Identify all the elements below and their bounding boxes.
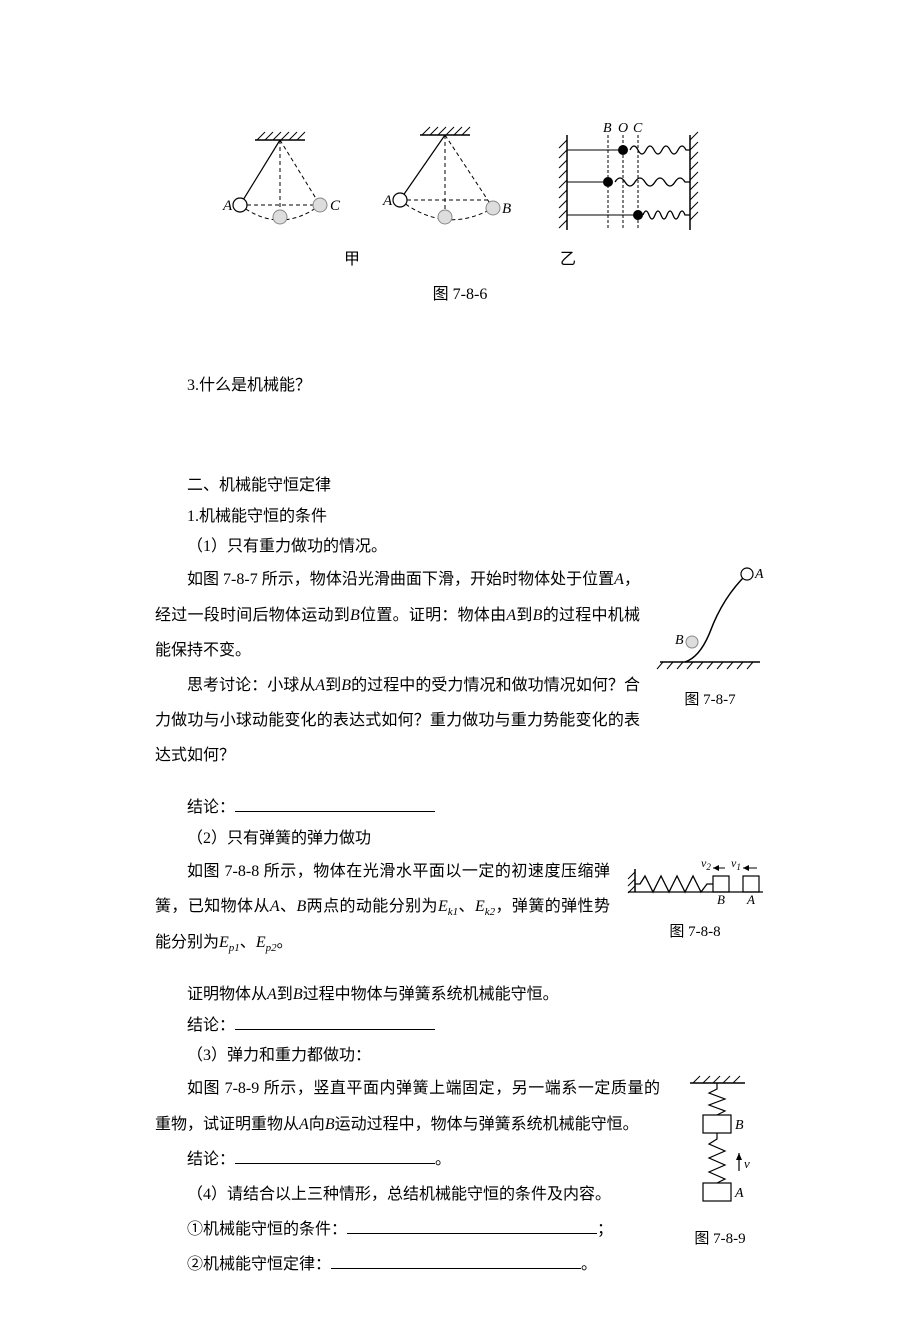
i3c: 运动过程中，物体与弹簧系统机械能守恒。	[335, 1116, 639, 1133]
pendulum1-a-label: A	[222, 198, 233, 214]
blank-5	[331, 1252, 581, 1270]
t1: 如图 7-8-7 所示，物体沿光滑曲面下滑，开始时物体处于位置	[187, 571, 614, 588]
p2a: 证明物体从	[187, 986, 267, 1003]
spring-c-label: C	[633, 121, 643, 136]
p2b: 到	[277, 986, 293, 1003]
section-2-title: 二、机械能守恒定律	[155, 471, 765, 501]
pd3: 。	[435, 1151, 451, 1168]
var-a2: A	[506, 607, 516, 624]
ek1: Ek1	[438, 898, 458, 915]
var-a3: A	[315, 677, 325, 694]
c4a: ①机械能守恒的条件：	[187, 1221, 347, 1238]
pendulum1-c-label: C	[330, 198, 341, 214]
sub-1-title: 1.机械能守恒的条件	[155, 502, 765, 532]
spring-b-label: B	[603, 121, 612, 136]
pendulum-diagrams: A C A B	[215, 120, 515, 235]
cl1: 结论：	[187, 799, 235, 816]
blank-2	[235, 1012, 435, 1030]
c4b: ②机械能守恒定律：	[187, 1256, 331, 1273]
p2va: A	[267, 986, 277, 1003]
spring-diagram-svg: B O C	[555, 120, 705, 240]
spring-o-label: O	[618, 121, 628, 136]
pd4: 。	[581, 1256, 597, 1273]
blank-3	[235, 1146, 435, 1164]
var-b3: B	[341, 677, 351, 694]
i2c: 两点的动能分别为	[306, 898, 438, 915]
conclusion-2: 结论：	[155, 1011, 765, 1041]
var-b: B	[350, 607, 360, 624]
blank-4	[347, 1217, 597, 1235]
pendulum2-b-label: B	[502, 201, 511, 217]
p2c: 过程中物体与弹簧系统机械能守恒。	[303, 986, 559, 1003]
var-a: A	[614, 571, 624, 588]
block-fig-7-8-9: B v A 图 7-8-9 如图 7-8-9 所示，竖直平面内弹簧上端固定，另一…	[155, 1071, 765, 1282]
pendulum-1-svg: A C	[215, 125, 345, 235]
item-2-title: （2）只有弹簧的弹力做功	[155, 824, 765, 854]
conclusion-3: 结论： 。	[155, 1142, 765, 1177]
figure-7-8-6-caption: 图 7-8-6	[0, 280, 920, 310]
cl2: 结论：	[187, 1017, 235, 1034]
conclusion-1: 结论：	[155, 793, 765, 823]
sublabel-jia: 甲	[344, 245, 360, 275]
sublabel-yi: 乙	[560, 245, 576, 275]
i2f: 、	[240, 934, 256, 951]
ep1: Ep1	[219, 934, 240, 951]
item-4-title: （4）请结合以上三种情形，总结机械能守恒的条件及内容。	[155, 1177, 765, 1212]
item-2-paragraph: 如图 7-8-8 所示，物体在光滑水平面以一定的初速度压缩弹簧，已知物体从A、B…	[155, 854, 765, 960]
item-4-cond: ①机械能守恒的条件： ；	[155, 1212, 765, 1247]
pendulum-2-svg: A B	[375, 120, 515, 235]
var-b2: B	[533, 607, 543, 624]
d2: 到	[325, 677, 341, 694]
question-3: 3.什么是机械能？	[155, 371, 765, 401]
i2va: A	[270, 898, 280, 915]
sc: ；	[597, 1221, 613, 1238]
figure-7-8-6: A C A B B O C	[0, 120, 920, 240]
i3vb: B	[325, 1116, 335, 1133]
i2g: 。	[277, 934, 293, 951]
ek2: Ek2	[475, 898, 495, 915]
t4: 到	[516, 607, 533, 624]
item-3-paragraph: 如图 7-8-9 所示，竖直平面内弹簧上端固定，另一端系一定质量的重物，试证明重…	[155, 1071, 765, 1282]
p2vb: B	[293, 986, 303, 1003]
i2vb: B	[296, 898, 306, 915]
block-fig-7-8-8: v2 v1 B A 图 7-8-8 如图 7-8-8 所示，物体在光滑水平面以一…	[155, 854, 765, 960]
blank-1	[235, 795, 435, 813]
d1: 思考讨论：小球从	[187, 677, 315, 694]
pendulum2-a-label: A	[382, 193, 393, 209]
cl3: 结论：	[187, 1151, 235, 1168]
item-2-prove: 证明物体从A到B过程中物体与弹簧系统机械能守恒。	[155, 980, 765, 1010]
item-4-law: ②机械能守恒定律： 。	[155, 1247, 765, 1282]
item-1-title: （1）只有重力做功的情况。	[155, 532, 765, 562]
block-fig-7-8-7: A B 图 7-8-7 如图 7-8-7 所示，物体沿光滑曲面下滑，开始时物体处…	[155, 562, 765, 773]
i3b: 向	[309, 1116, 325, 1133]
i2d: 、	[458, 898, 475, 915]
ep2: Ep2	[256, 934, 277, 951]
item-3-title: （3）弹力和重力都做功：	[155, 1041, 765, 1071]
t3: 位置。证明：物体由	[360, 607, 507, 624]
i3va: A	[299, 1116, 309, 1133]
item-1-paragraph: 如图 7-8-7 所示，物体沿光滑曲面下滑，开始时物体处于位置A，经过一段时间后…	[155, 562, 765, 773]
i2b: 、	[280, 898, 297, 915]
figure-sublabels: 甲 乙	[0, 245, 920, 275]
